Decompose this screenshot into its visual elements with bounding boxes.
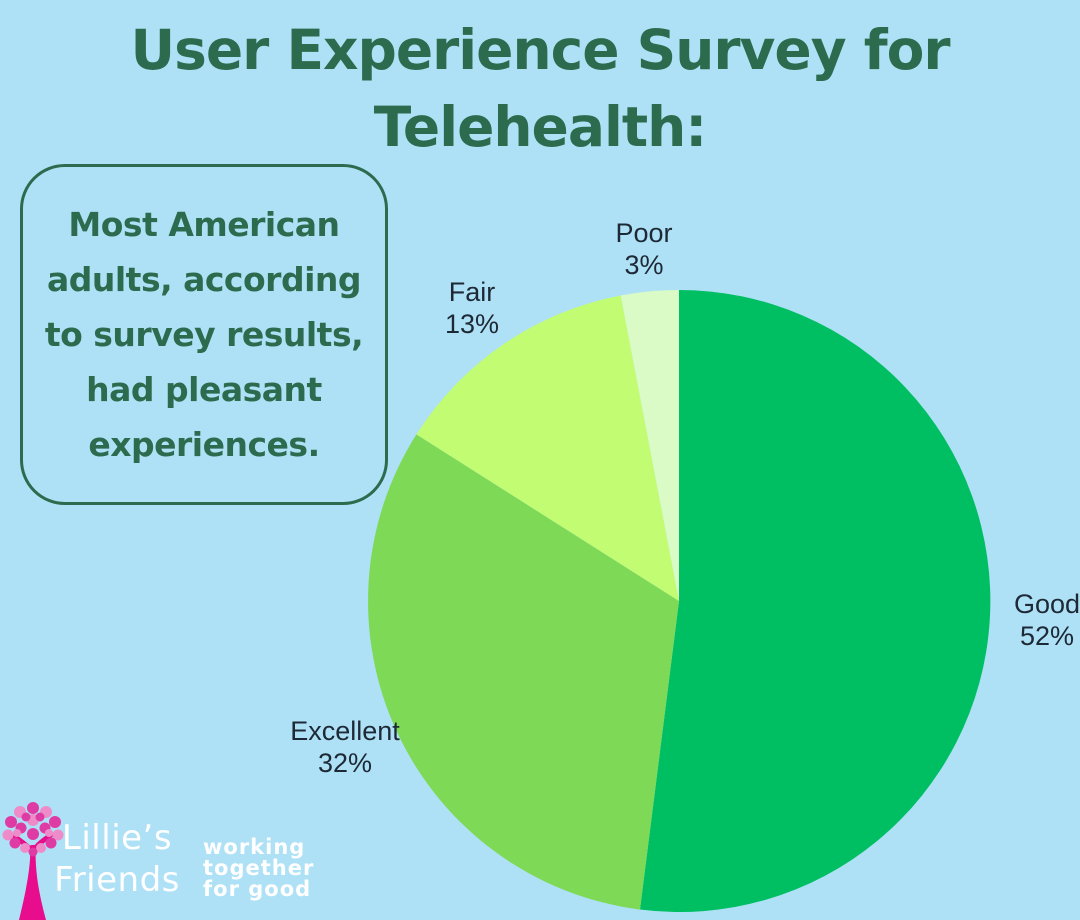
logo-wordmark: Lillie’s Friends <box>46 817 188 901</box>
pie-label-fair: Fair 13% <box>445 277 499 339</box>
callout-text: Most American adults, according to surve… <box>44 205 364 464</box>
logo-name-line1: Lillie’s <box>61 818 173 858</box>
pie-slice-fair <box>416 295 679 601</box>
page-title-line2: Telehealth: <box>373 95 708 159</box>
pie-label-good: Good 52% <box>1014 589 1080 651</box>
logo: Lillie’s Friends working together for go… <box>0 795 330 920</box>
tree-logo-icon <box>2 802 64 920</box>
logo-name-line2: Friends <box>54 860 180 900</box>
pie-label-poor: Poor 3% <box>615 218 672 280</box>
pie-slice-poor <box>620 290 679 601</box>
page-title-line1: User Experience Survey for <box>130 18 950 82</box>
tree-foliage <box>2 802 64 857</box>
pie-slice-good <box>640 289 991 912</box>
callout-box: Most American adults, according to surve… <box>20 164 388 505</box>
pie-slice-excellent <box>368 434 679 910</box>
pie-label-excellent: Excellent 32% <box>290 716 400 778</box>
logo-tagline: working together for good <box>203 835 315 901</box>
page-title: User Experience Survey for Telehealth: <box>0 0 1080 166</box>
